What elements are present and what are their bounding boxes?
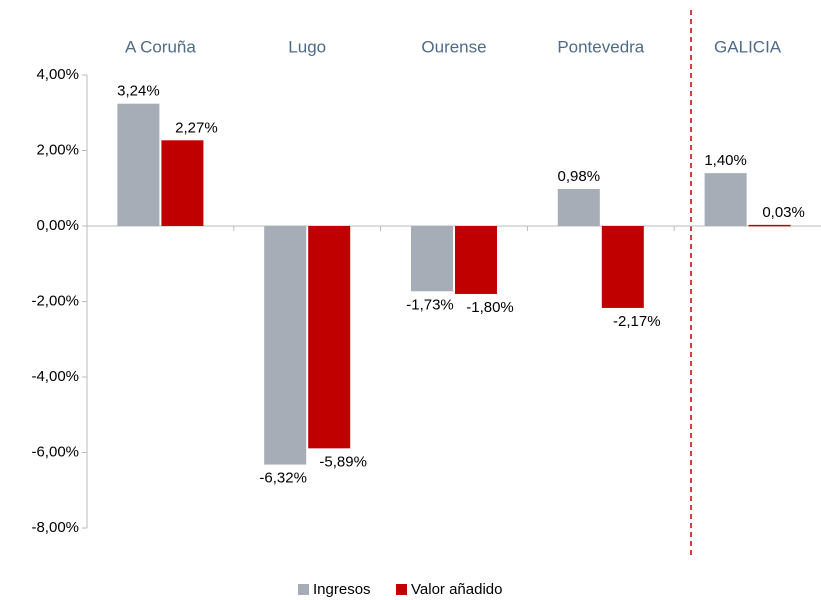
data-label: 0,03% bbox=[762, 204, 805, 221]
bar bbox=[264, 226, 307, 465]
bar bbox=[308, 226, 351, 449]
y-tick-label: -4,00% bbox=[31, 368, 79, 385]
category-label: Lugo bbox=[288, 37, 326, 56]
legend-label: Valor añadido bbox=[411, 581, 502, 598]
bar bbox=[117, 103, 160, 226]
y-tick-label: 2,00% bbox=[36, 141, 79, 158]
y-tick-label: 4,00% bbox=[36, 66, 79, 83]
data-label: 1,40% bbox=[704, 152, 747, 169]
data-label: -1,73% bbox=[406, 296, 454, 313]
data-label: -5,89% bbox=[319, 453, 367, 470]
y-tick-label: 0,00% bbox=[36, 217, 79, 234]
legend-swatch bbox=[298, 584, 309, 595]
category-label: A Coruña bbox=[125, 37, 196, 56]
data-label: -1,80% bbox=[466, 299, 514, 316]
y-tick-label: -6,00% bbox=[31, 443, 79, 460]
bar bbox=[601, 226, 644, 308]
category-label: Ourense bbox=[421, 37, 486, 56]
y-tick-label: -8,00% bbox=[31, 519, 79, 536]
data-label: 2,27% bbox=[175, 119, 218, 136]
bar bbox=[748, 224, 791, 227]
legend-label: Ingresos bbox=[313, 581, 371, 598]
category-label: Pontevedra bbox=[557, 37, 644, 56]
data-label: 3,24% bbox=[117, 83, 160, 100]
bar bbox=[161, 140, 204, 226]
bar bbox=[455, 226, 497, 294]
legend-swatch bbox=[396, 584, 407, 595]
bar bbox=[411, 226, 453, 292]
data-label: -2,17% bbox=[613, 313, 661, 330]
data-label: -6,32% bbox=[259, 470, 307, 487]
category-label: GALICIA bbox=[714, 37, 782, 56]
data-label: 0,98% bbox=[558, 168, 601, 185]
y-tick-label: -2,00% bbox=[31, 292, 79, 309]
bar bbox=[704, 173, 747, 226]
bar bbox=[557, 189, 600, 226]
